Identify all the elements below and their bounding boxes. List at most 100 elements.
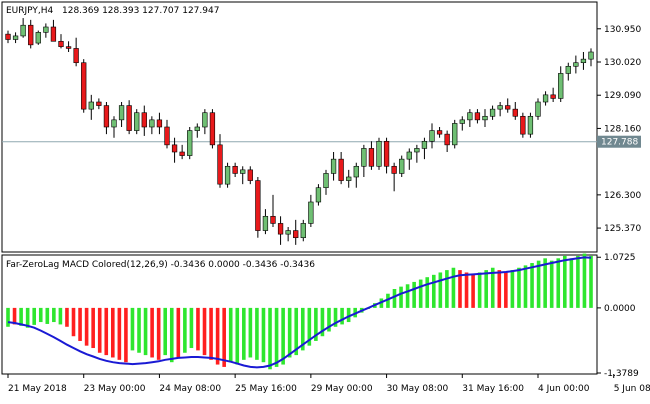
candle[interactable] (293, 219, 299, 245)
macd-histogram-bar (228, 307, 233, 363)
candle[interactable] (550, 87, 556, 102)
candle[interactable] (452, 119, 458, 149)
candle-body (194, 126, 200, 131)
candle[interactable] (308, 194, 314, 227)
candle[interactable] (361, 144, 367, 177)
candle[interactable] (73, 37, 79, 67)
candle[interactable] (505, 98, 511, 113)
candle[interactable] (315, 184, 322, 206)
macd-histogram-bar (12, 307, 17, 325)
candle[interactable] (262, 209, 269, 235)
candle[interactable] (111, 116, 117, 138)
candle[interactable] (28, 19, 34, 49)
candle[interactable] (482, 109, 488, 127)
candle-body (391, 165, 397, 174)
candle[interactable] (565, 62, 571, 81)
candle-body (118, 105, 125, 121)
candle[interactable] (285, 227, 291, 242)
candle[interactable] (489, 105, 496, 120)
candle[interactable] (20, 18, 26, 38)
candle[interactable] (323, 169, 329, 195)
candle-body (421, 140, 428, 149)
candle[interactable] (474, 109, 481, 124)
time-tick-label: 31 May 16:00 (462, 384, 524, 394)
candle[interactable] (512, 102, 518, 120)
candle[interactable] (429, 123, 435, 149)
candle[interactable] (247, 166, 253, 185)
candle[interactable] (588, 48, 594, 67)
candle[interactable] (156, 112, 163, 135)
candle[interactable] (232, 162, 238, 177)
candle[interactable] (81, 59, 87, 113)
candle[interactable] (202, 109, 208, 135)
candle[interactable] (217, 134, 223, 188)
candle[interactable] (141, 105, 147, 136)
candle[interactable] (542, 91, 549, 106)
candle[interactable] (330, 152, 337, 181)
candle[interactable] (467, 109, 473, 127)
price-tick-label: 130.950 (604, 25, 641, 35)
candle[interactable] (88, 94, 94, 120)
macd-signal-line (7, 256, 592, 369)
candle[interactable] (527, 112, 534, 138)
candle[interactable] (414, 144, 420, 163)
candle[interactable] (224, 162, 231, 188)
candle[interactable] (368, 141, 375, 170)
price-pane-frame (1, 1, 598, 253)
candle[interactable] (421, 137, 428, 160)
candle[interactable] (444, 130, 450, 152)
candle[interactable] (126, 100, 132, 135)
candle[interactable] (391, 162, 397, 192)
candle[interactable] (338, 152, 344, 185)
candle[interactable] (558, 66, 564, 102)
candle[interactable] (277, 216, 284, 245)
candle[interactable] (43, 23, 49, 38)
macd-histogram-bar (346, 307, 351, 323)
candle-body (141, 112, 147, 128)
macd-histogram-bar (183, 307, 187, 353)
candle[interactable] (436, 127, 443, 138)
candle[interactable] (12, 32, 19, 44)
candle[interactable] (209, 109, 216, 149)
candle[interactable] (383, 137, 390, 174)
candle[interactable] (459, 116, 465, 131)
candle[interactable] (255, 177, 261, 238)
macd-histogram-bar (209, 307, 213, 360)
candle[interactable] (65, 41, 72, 52)
macd-histogram-bar (202, 307, 207, 356)
candle[interactable] (103, 102, 110, 135)
candle[interactable] (134, 109, 140, 135)
candle[interactable] (50, 19, 57, 42)
macd-histogram-bar (438, 272, 443, 308)
candle[interactable] (535, 98, 541, 120)
candle[interactable] (35, 30, 41, 45)
candle[interactable] (406, 148, 412, 170)
candle[interactable] (58, 34, 64, 49)
macd-histogram-bar (549, 260, 554, 308)
candle[interactable] (353, 162, 359, 188)
candle[interactable] (187, 127, 193, 160)
candle[interactable] (376, 137, 382, 170)
candle[interactable] (497, 102, 503, 117)
candle-body (565, 65, 571, 74)
candle[interactable] (580, 52, 587, 70)
candle[interactable] (171, 137, 178, 163)
candle[interactable] (118, 102, 125, 127)
candle[interactable] (300, 219, 306, 242)
candle[interactable] (270, 194, 276, 227)
macd-histogram-bar (65, 307, 69, 327)
candle[interactable] (179, 144, 185, 160)
candle[interactable] (346, 169, 352, 188)
candle[interactable] (5, 30, 11, 44)
candle[interactable] (573, 55, 579, 74)
candle[interactable] (240, 166, 246, 185)
candle[interactable] (96, 98, 102, 110)
candle-body (217, 144, 223, 185)
candle[interactable] (520, 112, 526, 138)
candle[interactable] (194, 123, 200, 138)
candle[interactable] (149, 116, 155, 135)
candle[interactable] (164, 119, 170, 149)
candle[interactable] (399, 155, 405, 177)
candle-body (293, 230, 299, 239)
